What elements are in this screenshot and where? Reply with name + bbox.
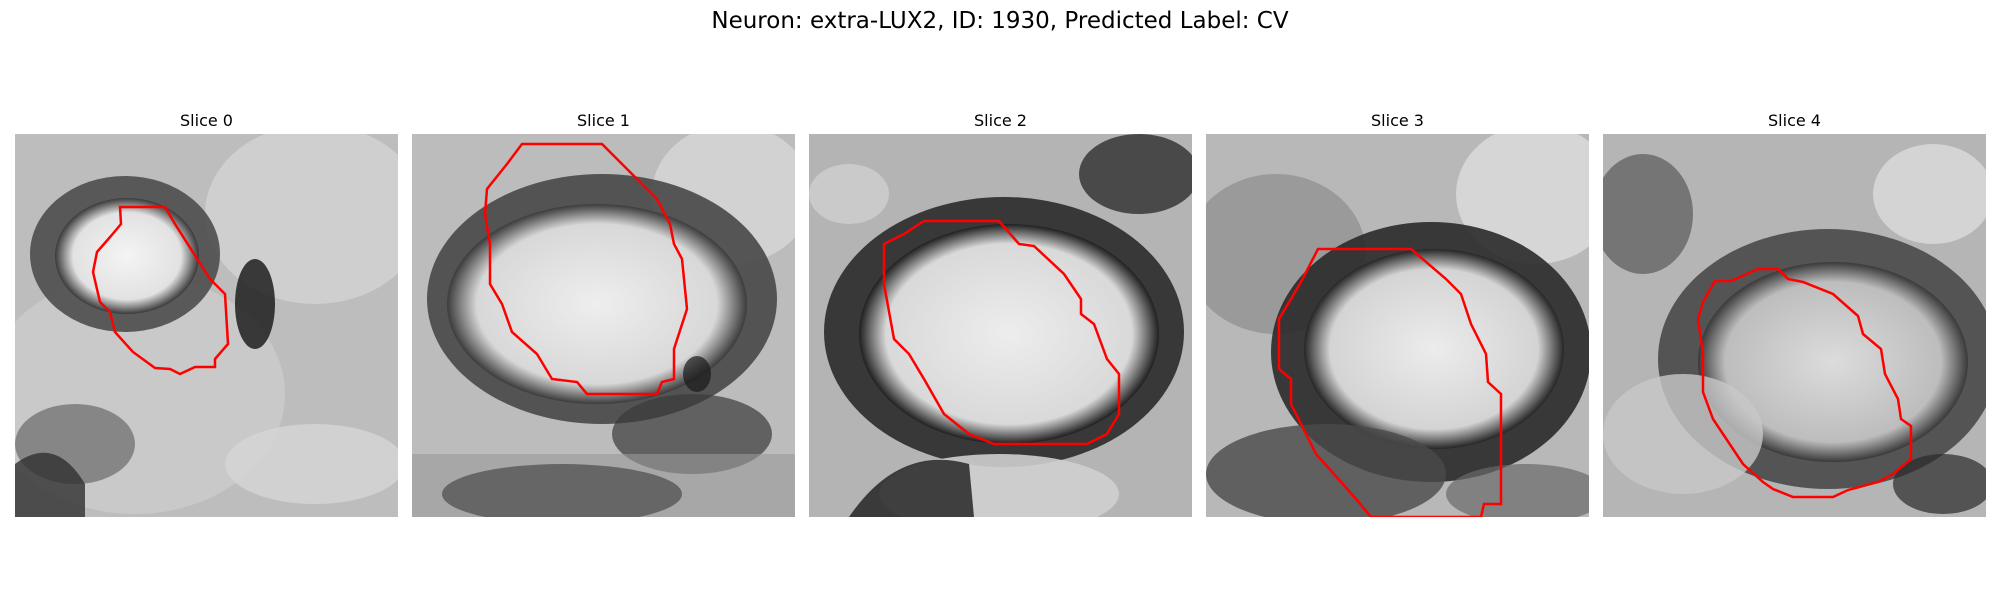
contour-2 bbox=[882, 219, 1121, 446]
slice-title-3: Slice 3 bbox=[1371, 111, 1424, 130]
slice-image-0 bbox=[15, 134, 398, 517]
slice-panel-0: Slice 0 bbox=[15, 110, 398, 517]
slice-image-4 bbox=[1603, 134, 1986, 517]
slice-title-1: Slice 1 bbox=[577, 111, 630, 130]
contour-1 bbox=[483, 142, 689, 396]
slice-image-2 bbox=[809, 134, 1192, 517]
slice-panel-2: Slice 2 bbox=[809, 110, 1192, 517]
contour-3 bbox=[1277, 247, 1503, 517]
slice-panel-4: Slice 4 bbox=[1603, 110, 1986, 517]
slice-title-0: Slice 0 bbox=[180, 111, 233, 130]
slice-image-1 bbox=[412, 134, 795, 517]
figure-title: Neuron: extra-LUX2, ID: 1930, Predicted … bbox=[711, 8, 1289, 34]
contour-4 bbox=[1696, 267, 1913, 499]
slice-panel-1: Slice 1 bbox=[412, 110, 795, 517]
slice-title-2: Slice 2 bbox=[974, 111, 1027, 130]
slice-title-4: Slice 4 bbox=[1768, 111, 1821, 130]
contour-0 bbox=[91, 205, 230, 376]
slice-image-3 bbox=[1206, 134, 1589, 517]
slice-panel-3: Slice 3 bbox=[1206, 110, 1589, 517]
